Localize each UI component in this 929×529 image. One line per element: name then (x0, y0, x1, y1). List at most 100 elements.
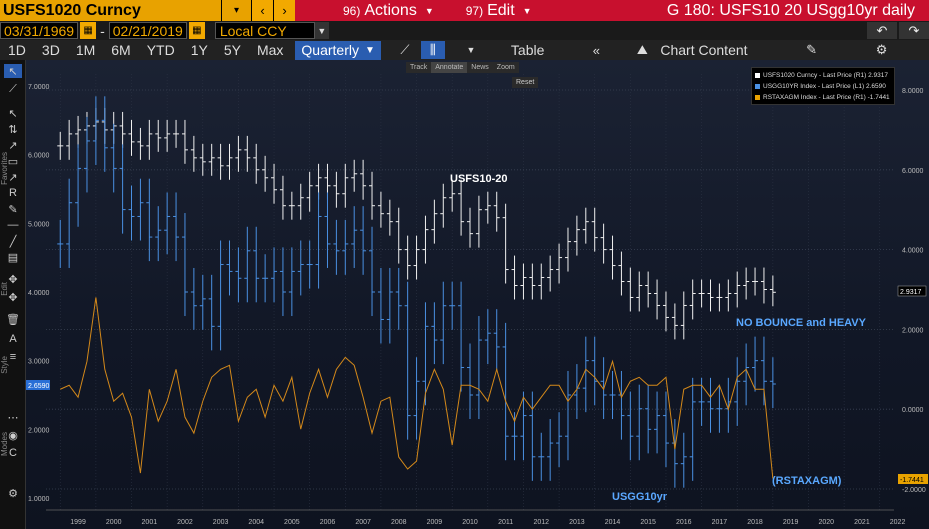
news-button[interactable]: News (471, 64, 489, 71)
line-weight-icon[interactable]: ≡ (9, 351, 17, 363)
calendar-icon[interactable]: ▦ (80, 22, 97, 39)
arrow-tool-icon[interactable]: ↗ (8, 139, 18, 152)
edit-menu[interactable]: 97) Edit ▼ (458, 0, 540, 21)
font-icon[interactable]: A (9, 333, 17, 345)
trend-icon[interactable]: ↗ (8, 171, 18, 184)
line-chart-icon[interactable]: ⟋ (400, 42, 410, 57)
legend-item[interactable]: USGG10YR Index - Last Price (L1) 2.6590 (755, 81, 891, 92)
chart-type-caret-icon[interactable]: ▼ (466, 45, 476, 55)
range-max[interactable]: Max (256, 42, 284, 58)
x-tick-label: 2004 (248, 519, 264, 526)
line-style-icon[interactable]: ⋯ (7, 411, 19, 424)
legend-swatch (755, 73, 760, 78)
ticker-field[interactable]: USFS1020 Curncy (0, 0, 221, 21)
brush-icon[interactable]: ╱ (9, 235, 17, 248)
range-ytd[interactable]: YTD (146, 42, 175, 58)
window-controls: ↶ ↷ (865, 22, 929, 39)
forward-arrow-icon[interactable]: › (273, 0, 295, 21)
collapse-icon[interactable]: « (592, 42, 600, 58)
right-tick-label: 8.0000 (902, 88, 924, 95)
legend-swatch (755, 95, 760, 100)
annotation-usgg: USGG10yr (612, 491, 668, 503)
redo-icon[interactable]: ↷ (899, 22, 929, 39)
legend-swatch (755, 84, 760, 89)
annotation-rstax: (RSTAXAGM) (772, 475, 842, 487)
ticker-menu-icon[interactable]: ▾ (221, 0, 251, 21)
left-tick-label: 2.0000 (28, 427, 50, 434)
range-1y[interactable]: 1Y (190, 42, 208, 58)
eye-icon[interactable]: ◉ (8, 429, 18, 442)
bar-chart-icon[interactable]: ⫼ (420, 41, 445, 59)
right-orange-badge (898, 474, 928, 484)
edit-chart-icon[interactable]: ✎ (806, 42, 817, 57)
legend-label: RSTAXAGM Index - Last Price (R1) -1.7441 (763, 94, 890, 101)
x-tick-label: 2014 (605, 519, 621, 526)
move-icon[interactable]: ✥ (8, 291, 18, 304)
actions-menu[interactable]: 96) Actions ▼ (335, 0, 442, 21)
series-rstax-line (60, 297, 774, 479)
x-tick-label: 2019 (783, 519, 799, 526)
end-date-field[interactable]: 02/21/2019 (108, 22, 187, 39)
legend-item[interactable]: RSTAXAGM Index - Last Price (R1) -1.7441 (755, 92, 891, 103)
cursor-icon[interactable]: ↖ (8, 107, 18, 120)
right-tick-label: -2.0000 (902, 487, 926, 494)
right-tick-label: 0.0000 (902, 407, 924, 414)
zoom-button[interactable]: Zoom (496, 64, 515, 71)
x-tick-label: 2003 (213, 519, 229, 526)
pointer-icon[interactable]: ↖ (4, 64, 22, 78)
range-5y[interactable]: 5Y (223, 42, 241, 58)
table-button[interactable]: Table (510, 42, 545, 58)
chart-content-icon[interactable]: ⛰ (636, 42, 648, 57)
window-title: G 180: USFS10 20 USgg10yr daily (666, 1, 915, 19)
x-tick-label: 2000 (106, 519, 122, 526)
line-icon[interactable]: — (7, 219, 19, 231)
currency-select[interactable]: Local CCY (214, 22, 315, 39)
annotate-button[interactable]: Annotate (431, 62, 468, 73)
back-arrow-icon[interactable]: ‹ (251, 0, 273, 21)
box-tool-icon[interactable]: ▭ (7, 155, 19, 168)
refresh-icon[interactable]: C (9, 447, 17, 459)
x-tick-label: 2011 (498, 519, 513, 526)
move-icon[interactable]: ✥ (8, 273, 18, 286)
pen-icon[interactable]: ✎ (8, 203, 18, 216)
right-axis: 8.0000 6.0000 4.0000 2.0000 0.0000 -2.0000 (902, 88, 926, 494)
left-axis: 7.0000 6.0000 5.0000 4.0000 3.0000 2.0000 1.00… (28, 84, 50, 503)
x-tick-label: 2006 (320, 519, 336, 526)
x-tick-label: 2013 (569, 519, 585, 526)
start-date-field[interactable]: 03/31/1969 (0, 22, 79, 39)
settings-gear-icon[interactable]: ⚙ (875, 42, 888, 57)
draw-line-icon[interactable]: ⟋ (9, 82, 17, 95)
reset-button[interactable]: Reset (512, 77, 539, 88)
range-6m[interactable]: 6M (111, 42, 131, 58)
left-value-badge-text: 2.6590 (28, 383, 50, 390)
x-tick-label: 2005 (284, 519, 300, 526)
period-label: Quarterly (301, 42, 359, 58)
right-orange-badge-text: -1.7441 (900, 477, 924, 484)
left-tick-label: 5.0000 (28, 221, 50, 228)
reset-label: Reset (516, 79, 535, 86)
annotation-no-bounce: NO BOUNCE and HEAVY (736, 317, 867, 329)
chart-area[interactable]: 7.0000 6.0000 5.0000 4.0000 3.0000 2.0000 1.00… (26, 60, 929, 529)
x-tick-label: 2002 (177, 519, 193, 526)
annotation-usfs: USFS10-20 (450, 173, 507, 185)
x-tick-label: 1999 (70, 519, 86, 526)
range-3d[interactable]: 3D (41, 42, 60, 58)
range-1m[interactable]: 1M (75, 42, 96, 58)
top-bar: USFS1020 Curncy ▾ ‹ › 96) Actions ▼ 97) … (0, 0, 929, 21)
delete-icon[interactable]: 🗑 (6, 313, 20, 326)
calendar-icon[interactable]: ▦ (188, 22, 205, 39)
currency-caret-icon[interactable]: ▼ (314, 22, 329, 39)
settings-icon[interactable]: ⚙ (8, 487, 18, 500)
x-axis: 1999 2000 2001 2002 2003 2004 2005 2006 2007 2008… (46, 509, 905, 526)
track-button[interactable]: Track (410, 64, 428, 71)
chart-toolbar: 1D 3D 1M 6M YTD 1Y 5Y Max Quarterly ▼ ⟋ … (0, 40, 929, 60)
period-select[interactable]: Quarterly ▼ (295, 40, 381, 60)
range-1d[interactable]: 1D (8, 42, 26, 58)
undo-icon[interactable]: ↶ (867, 22, 897, 39)
chart-legend[interactable]: USFS1020 Curncy - Last Price (R1) 2.9317… (751, 67, 895, 105)
text-tool-icon[interactable]: R (9, 187, 17, 199)
channel-icon[interactable]: ▤ (7, 251, 19, 264)
legend-item[interactable]: USFS1020 Curncy - Last Price (R1) 2.9317 (755, 70, 891, 81)
fib-icon[interactable]: ⇅ (8, 123, 18, 136)
chart-content-button[interactable]: Chart Content (660, 42, 748, 58)
